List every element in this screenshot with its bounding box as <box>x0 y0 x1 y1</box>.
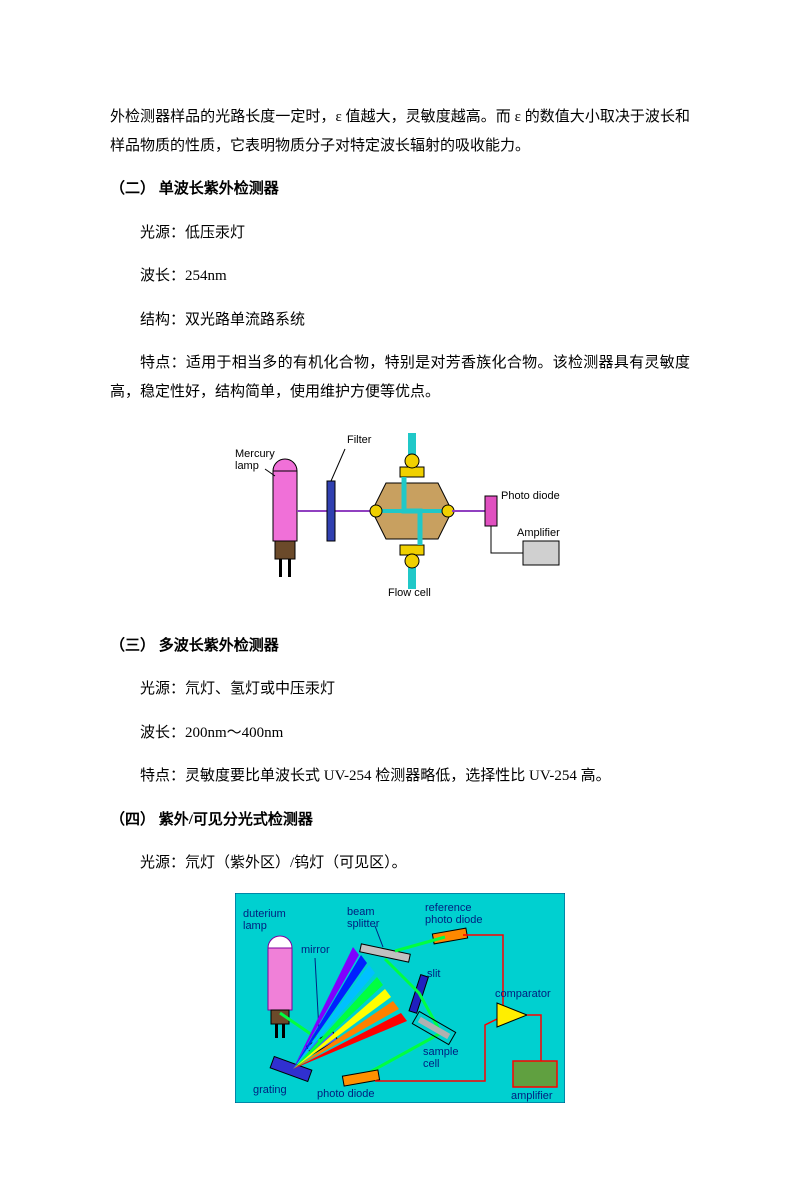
intro-paragraph: 外检测器样品的光路长度一定时，ε 值越大，灵敏度越高。而 ε 的数值大小取决于波… <box>110 103 690 160</box>
svg-text:slit: slit <box>427 968 440 980</box>
section-3-heading: （三） 多波长紫外检测器 <box>110 632 690 661</box>
svg-text:photo diode: photo diode <box>425 914 483 926</box>
feature-value: 灵敏度要比单波长式 UV-254 检测器略低，选择性比 UV-254 高。 <box>185 768 611 784</box>
svg-text:reference: reference <box>425 902 471 914</box>
section-4-source: 光源：氘灯（紫外区）/钨灯（可见区）。 <box>110 849 690 878</box>
document-page: 外检测器样品的光路长度一定时，ε 值越大，灵敏度越高。而 ε 的数值大小取决于波… <box>0 0 800 1183</box>
wavelength-label: 波长： <box>140 725 185 741</box>
svg-text:Mercury: Mercury <box>235 448 275 460</box>
section-2-feature: 特点：适用于相当多的有机化合物，特别是对芳香族化合物。该检测器具有灵敏度高，稳定… <box>110 349 690 406</box>
section-2-heading: （二） 单波长紫外检测器 <box>110 175 690 204</box>
svg-text:beam: beam <box>347 906 375 918</box>
svg-text:mirror: mirror <box>301 944 330 956</box>
section-2-structure: 结构：双光路单流路系统 <box>110 306 690 335</box>
wavelength-value: 254nm <box>185 268 227 284</box>
section-2-source: 光源：低压汞灯 <box>110 219 690 248</box>
feature-value: 适用于相当多的有机化合物，特别是对芳香族化合物。该检测器具有灵敏度高，稳定性好，… <box>110 355 690 400</box>
svg-text:cell: cell <box>423 1058 440 1070</box>
section-3-wavelength: 波长：200nm～400nm <box>110 719 690 748</box>
svg-text:Photo diode: Photo diode <box>501 490 560 502</box>
svg-text:sample: sample <box>423 1046 458 1058</box>
section-4-heading: （四） 紫外/可见分光式检测器 <box>110 806 690 835</box>
source-label: 光源： <box>140 855 185 871</box>
svg-text:comparator: comparator <box>495 988 551 1000</box>
svg-text:photo diode: photo diode <box>317 1088 375 1100</box>
source-label: 光源： <box>140 681 185 697</box>
section-2-wavelength: 波长：254nm <box>110 262 690 291</box>
single-uv-detector-diagram: Mercurylamp Filter Flow cell Photo diode Amp… <box>235 421 565 611</box>
uv-vis-detector-diagram: duteriumlamp mirror grating beamsplitter ref… <box>235 893 565 1103</box>
svg-text:Filter: Filter <box>347 434 372 446</box>
diagram-1: Mercurylamp Filter Flow cell Photo diode Amp… <box>110 421 690 622</box>
section-3-source: 光源：氘灯、氢灯或中压汞灯 <box>110 675 690 704</box>
svg-text:lamp: lamp <box>235 460 259 472</box>
structure-label: 结构： <box>140 312 185 328</box>
structure-value: 双光路单流路系统 <box>185 312 305 328</box>
source-value: 氘灯（紫外区）/钨灯（可见区）。 <box>185 855 407 871</box>
svg-text:duterium: duterium <box>243 908 286 920</box>
svg-text:lamp: lamp <box>243 920 267 932</box>
svg-text:Amplifier: Amplifier <box>517 527 560 539</box>
svg-text:splitter: splitter <box>347 918 380 930</box>
svg-text:Flow cell: Flow cell <box>388 587 431 599</box>
svg-text:grating: grating <box>253 1084 287 1096</box>
wavelength-label: 波长： <box>140 268 185 284</box>
source-value: 氘灯、氢灯或中压汞灯 <box>185 681 335 697</box>
diagram-2: duteriumlamp mirror grating beamsplitter ref… <box>110 893 690 1114</box>
svg-text:amplifier: amplifier <box>511 1090 553 1102</box>
source-label: 光源： <box>140 225 185 241</box>
section-3-feature: 特点：灵敏度要比单波长式 UV-254 检测器略低，选择性比 UV-254 高。 <box>110 762 690 791</box>
feature-label: 特点： <box>140 355 186 371</box>
source-value: 低压汞灯 <box>185 225 245 241</box>
wavelength-value: 200nm～400nm <box>185 725 283 741</box>
feature-label: 特点： <box>140 768 185 784</box>
